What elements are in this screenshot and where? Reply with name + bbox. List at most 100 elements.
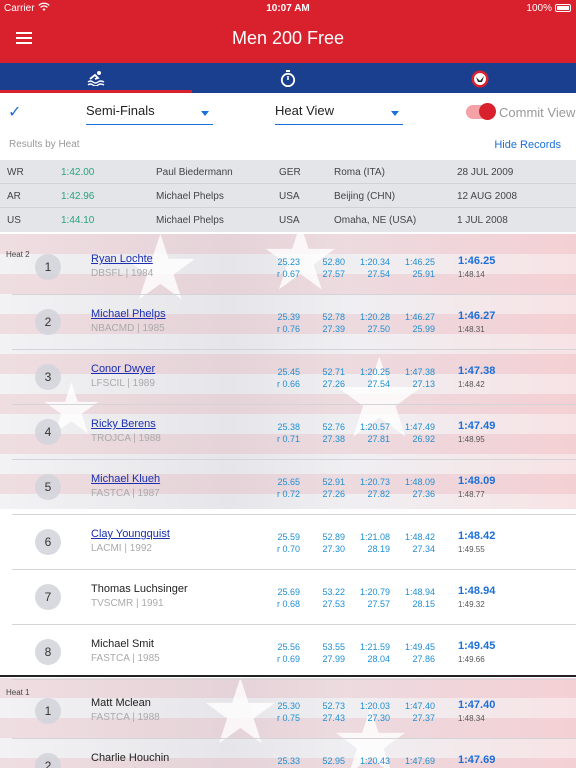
seed-time: 1:48.95 xyxy=(458,435,485,444)
swimmer-name[interactable]: Thomas Luchsinger xyxy=(91,583,188,595)
split-150-delta: 27.81 xyxy=(367,434,390,444)
seed-time: 1:48.42 xyxy=(458,380,485,389)
result-row[interactable]: 1 Ryan Lochte DBSFL | 1984 25.23 r 0.67 … xyxy=(0,240,576,295)
final-time: 1:48.09 xyxy=(458,475,496,487)
place-badge: 7 xyxy=(35,584,61,610)
record-date: 1 JUL 2008 xyxy=(457,215,508,226)
result-row[interactable]: 4 Ricky Berens TROJCA | 1988 25.38 r 0.7… xyxy=(0,405,576,460)
place-badge: 1 xyxy=(35,254,61,280)
record-type: US xyxy=(7,215,21,226)
final-time: 1:48.94 xyxy=(458,585,496,597)
split-100-delta: 27.39 xyxy=(322,324,345,334)
final-time: 1:47.49 xyxy=(458,420,496,432)
split-200-delta: 27.34 xyxy=(412,544,435,554)
swimmer-club: TROJCA | 1988 xyxy=(91,433,161,444)
commit-view-toggle[interactable] xyxy=(466,103,496,120)
row-divider xyxy=(12,738,576,739)
split-100-delta: 27.26 xyxy=(322,489,345,499)
swimmer-name[interactable]: Charlie Houchin xyxy=(91,752,170,764)
chevron-down-icon xyxy=(201,111,209,116)
split-150: 1:20.28 xyxy=(359,312,390,322)
seed-time: 1:48.34 xyxy=(458,714,485,723)
split-200: 1:48.09 xyxy=(404,477,435,487)
record-location: Roma (ITA) xyxy=(334,167,385,178)
split-200-delta: 25.91 xyxy=(412,269,435,279)
swimmer-name[interactable]: Ryan Lochte xyxy=(91,253,153,265)
reaction-time: r 0.66 xyxy=(276,379,300,389)
tab-team[interactable] xyxy=(384,63,576,93)
split-50: 25.30 xyxy=(277,701,300,711)
place-badge: 5 xyxy=(35,474,61,500)
carrier-label: Carrier xyxy=(4,3,35,14)
split-150: 1:20.25 xyxy=(359,367,390,377)
commit-view-label: Commit View xyxy=(499,105,576,120)
record-time: 1:42.00 xyxy=(61,167,95,178)
reaction-time: r 0.72 xyxy=(276,489,300,499)
split-200: 1:47.49 xyxy=(404,422,435,432)
reaction-time: r 0.67 xyxy=(276,269,300,279)
swimmer-club: FASTCA | 1988 xyxy=(91,712,160,723)
swimmer-club: FASTCA | 1985 xyxy=(91,653,160,664)
split-150: 1:21.08 xyxy=(359,532,390,542)
final-time: 1:48.42 xyxy=(458,530,496,542)
split-200-delta: 25.99 xyxy=(412,324,435,334)
seed-time: 1:49.55 xyxy=(458,545,485,554)
swimmer-name[interactable]: Michael Phelps xyxy=(91,308,166,320)
split-50: 25.65 xyxy=(277,477,300,487)
row-divider xyxy=(12,679,576,680)
final-time: 1:49.45 xyxy=(458,640,496,652)
split-150-delta: 27.54 xyxy=(367,379,390,389)
row-divider xyxy=(12,404,576,405)
split-50: 25.39 xyxy=(277,312,300,322)
swimmer-name[interactable]: Ricky Berens xyxy=(91,418,156,430)
record-row-wr: WR 1:42.00 Paul Biedermann GER Roma (ITA… xyxy=(0,160,576,184)
result-row[interactable]: 2 Michael Phelps NBACMD | 1985 25.39 r 0… xyxy=(0,295,576,350)
reaction-time: r 0.68 xyxy=(276,599,300,609)
hide-records-button[interactable]: Hide Records xyxy=(494,139,561,151)
final-time: 1:46.27 xyxy=(458,310,496,322)
split-100-delta: 27.57 xyxy=(322,269,345,279)
record-row-us: US 1:44.10 Michael Phelps USA Omaha, NE … xyxy=(0,208,576,232)
split-100-delta: 27.26 xyxy=(322,379,345,389)
result-row[interactable]: 5 Michael Klueh FASTCA | 1987 25.65 r 0.… xyxy=(0,460,576,515)
result-row[interactable]: 2 Charlie Houchin UN09NC | 1987 25.33 r … xyxy=(0,739,576,768)
swimmer-name[interactable]: Michael Klueh xyxy=(91,473,161,485)
checkmark-icon[interactable]: ✓ xyxy=(8,104,22,121)
status-bar: Carrier 10:07 AM 100% xyxy=(0,0,576,16)
split-150: 1:20.03 xyxy=(359,701,390,711)
split-150: 1:20.73 xyxy=(359,477,390,487)
results-list[interactable]: ★ ★ ★ ★ ★ ★ Heat 2 1 Ryan Lochte DBSFL | 198… xyxy=(0,234,576,768)
reaction-time: r 0.70 xyxy=(276,544,300,554)
tab-timer[interactable] xyxy=(192,63,384,93)
view-select[interactable]: Heat View xyxy=(275,103,403,125)
split-150-delta: 27.50 xyxy=(367,324,390,334)
split-50: 25.69 xyxy=(277,587,300,597)
seed-time: 1:48.31 xyxy=(458,325,485,334)
split-200-delta: 27.13 xyxy=(412,379,435,389)
result-row[interactable]: 3 Conor Dwyer LFSCIL | 1989 25.45 r 0.66… xyxy=(0,350,576,405)
swimmer-name[interactable]: Clay Youngquist xyxy=(91,528,170,540)
result-row[interactable]: 1 Matt Mclean FASTCA | 1988 25.30 r 0.75… xyxy=(0,684,576,739)
swimmer-icon xyxy=(87,71,105,90)
reaction-time: r 0.71 xyxy=(276,434,300,444)
hamburger-menu-icon[interactable] xyxy=(16,32,32,44)
results-by-heat-label: Results by Heat xyxy=(9,139,80,150)
heat-label: Heat 2 xyxy=(6,250,30,259)
reaction-time: r 0.76 xyxy=(276,324,300,334)
record-time: 1:42.96 xyxy=(61,191,95,202)
swimmer-name[interactable]: Michael Smit xyxy=(91,638,154,650)
tab-swim-results[interactable] xyxy=(0,63,192,93)
split-200: 1:47.40 xyxy=(404,701,435,711)
seed-time: 1:48.77 xyxy=(458,490,485,499)
swimmer-name[interactable]: Conor Dwyer xyxy=(91,363,156,375)
result-row[interactable]: 6 Clay Youngquist LACMI | 1992 25.59 r 0… xyxy=(0,515,576,570)
swimmer-name[interactable]: Matt Mclean xyxy=(91,697,151,709)
round-select[interactable]: Semi-Finals xyxy=(86,103,213,125)
round-select-value: Semi-Finals xyxy=(86,103,155,118)
reaction-time: r 0.75 xyxy=(276,713,300,723)
result-row[interactable]: 8 Michael Smit FASTCA | 1985 25.56 r 0.6… xyxy=(0,625,576,680)
split-150: 1:21.59 xyxy=(359,642,390,652)
page-title: Men 200 Free xyxy=(231,28,345,48)
split-200: 1:46.27 xyxy=(404,312,435,322)
result-row[interactable]: 7 Thomas Luchsinger TVSCMR | 1991 25.69 … xyxy=(0,570,576,625)
